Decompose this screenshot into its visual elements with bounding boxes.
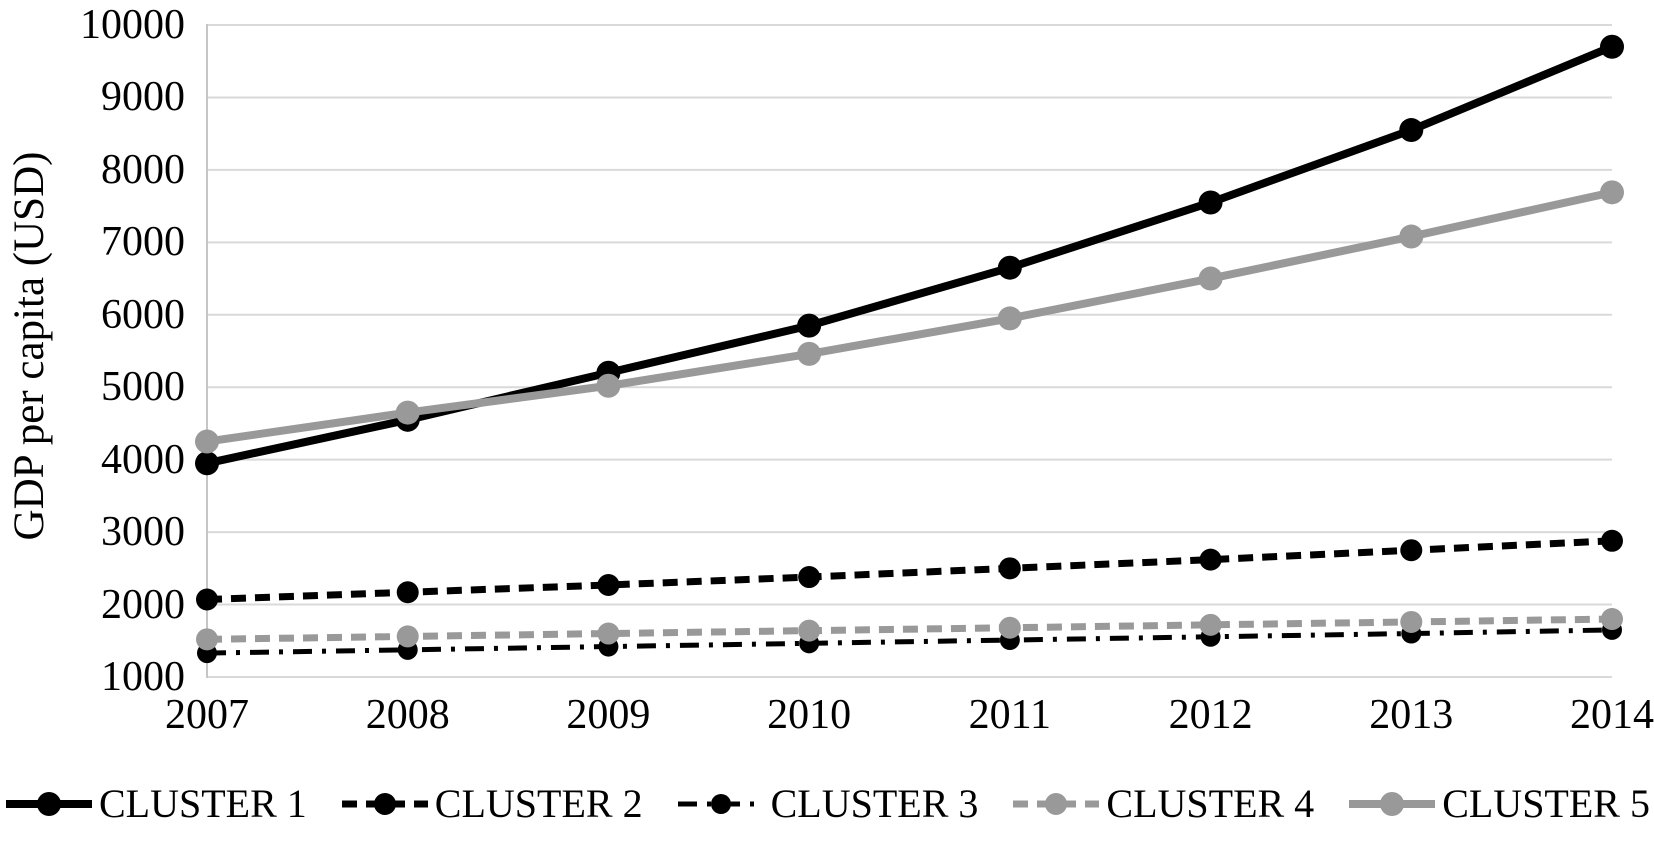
marker-cluster-5-2013 bbox=[1399, 224, 1424, 249]
y-tick-label-6000: 6000 bbox=[101, 291, 185, 338]
marker-cluster-1-2012 bbox=[1198, 190, 1223, 215]
marker-cluster-4-2014 bbox=[1601, 608, 1623, 631]
series-line-cluster-5 bbox=[206, 188, 1613, 446]
marker-cluster-4-2009 bbox=[597, 622, 620, 645]
y-tick-label-7000: 7000 bbox=[101, 219, 185, 266]
legend-swatch-cluster-4-icon bbox=[1013, 793, 1100, 815]
series-line-cluster-2 bbox=[206, 537, 1613, 603]
legend-label-cluster-5: CLUSTER 5 bbox=[1442, 781, 1650, 826]
series-line-cluster-1 bbox=[206, 43, 1614, 468]
legend-item-cluster-1: CLUSTER 1 bbox=[4, 778, 307, 830]
legend-label-cluster-3: CLUSTER 3 bbox=[770, 781, 979, 826]
series-line-cluster-3 bbox=[206, 627, 1613, 656]
x-tick-label-2012: 2012 bbox=[1168, 692, 1253, 738]
y-tick-label-10000: 10000 bbox=[80, 2, 185, 48]
marker-cluster-2-2011 bbox=[998, 557, 1021, 580]
x-tick-label-2013: 2013 bbox=[1369, 692, 1454, 738]
marker-cluster-2-2008 bbox=[396, 581, 419, 604]
legend-swatch-marker bbox=[1380, 792, 1405, 816]
marker-cluster-5-2014 bbox=[1600, 180, 1624, 205]
y-tick-label-8000: 8000 bbox=[101, 146, 185, 193]
y-tick-label-1000: 1000 bbox=[101, 654, 185, 700]
x-tick-label-2010: 2010 bbox=[767, 692, 852, 738]
legend-item-cluster-2: CLUSTER 2 bbox=[340, 778, 643, 830]
legend-item-cluster-4: CLUSTER 4 bbox=[1011, 778, 1314, 830]
y-tick-label-2000: 2000 bbox=[101, 581, 185, 628]
marker-cluster-4-2013 bbox=[1400, 610, 1423, 633]
marker-cluster-1-2013 bbox=[1399, 118, 1424, 143]
legend-label-cluster-2: CLUSTER 2 bbox=[434, 781, 643, 826]
marker-cluster-4-2010 bbox=[798, 619, 821, 642]
legend-swatch-marker bbox=[373, 793, 396, 815]
legend-item-cluster-5: CLUSTER 5 bbox=[1347, 778, 1650, 830]
marker-cluster-5-2010 bbox=[797, 341, 822, 366]
marker-cluster-4-2012 bbox=[1199, 613, 1222, 636]
marker-cluster-5-2009 bbox=[596, 373, 621, 398]
marker-cluster-2-2009 bbox=[597, 573, 620, 596]
marker-cluster-1-2014 bbox=[1600, 34, 1624, 59]
marker-cluster-2-2014 bbox=[1601, 529, 1623, 552]
marker-cluster-5-2007 bbox=[195, 429, 219, 454]
legend-swatch-cluster-3-icon bbox=[677, 794, 764, 814]
marker-cluster-1-2011 bbox=[997, 255, 1022, 280]
marker-cluster-2-2007 bbox=[196, 588, 218, 611]
marker-cluster-4-2007 bbox=[196, 628, 218, 651]
legend-item-cluster-3: CLUSTER 3 bbox=[676, 778, 979, 830]
legend-swatch-marker bbox=[1045, 793, 1068, 815]
x-tick-label-2007: 2007 bbox=[165, 692, 249, 738]
y-tick-label-9000: 9000 bbox=[101, 74, 185, 121]
y-tick-label-3000: 3000 bbox=[101, 509, 185, 556]
legend-swatch-cluster-1-icon bbox=[6, 792, 92, 816]
legend: CLUSTER 1 CLUSTER 2 CLUSTER 3 CLUSTER 4 … bbox=[0, 772, 1654, 836]
marker-cluster-1-2007 bbox=[195, 451, 219, 476]
marker-cluster-4-2011 bbox=[998, 616, 1021, 639]
legend-swatch-marker bbox=[710, 794, 731, 814]
legend-label-cluster-4: CLUSTER 4 bbox=[1106, 781, 1315, 826]
marker-cluster-2-2013 bbox=[1400, 539, 1423, 562]
marker-cluster-5-2012 bbox=[1198, 266, 1223, 291]
marker-cluster-2-2010 bbox=[798, 566, 821, 589]
marker-cluster-1-2010 bbox=[797, 313, 822, 338]
marker-cluster-2-2012 bbox=[1199, 548, 1222, 571]
legend-swatch-cluster-5-icon bbox=[1349, 792, 1436, 816]
legend-label-cluster-1: CLUSTER 1 bbox=[99, 781, 307, 826]
x-tick-label-2011: 2011 bbox=[968, 692, 1052, 738]
x-tick-label-2008: 2008 bbox=[365, 692, 450, 738]
y-tick-label-5000: 5000 bbox=[101, 364, 185, 411]
series-line-cluster-4 bbox=[206, 615, 1613, 643]
marker-cluster-5-2008 bbox=[395, 400, 420, 425]
x-tick-label-2009: 2009 bbox=[566, 692, 651, 738]
legend-swatch-marker bbox=[37, 792, 61, 816]
legend-swatch-cluster-2-icon bbox=[341, 793, 428, 815]
x-tick-label-2014: 2014 bbox=[1570, 692, 1654, 738]
marker-cluster-5-2011 bbox=[997, 306, 1022, 331]
marker-cluster-4-2008 bbox=[396, 625, 419, 648]
y-tick-label-4000: 4000 bbox=[101, 436, 185, 483]
